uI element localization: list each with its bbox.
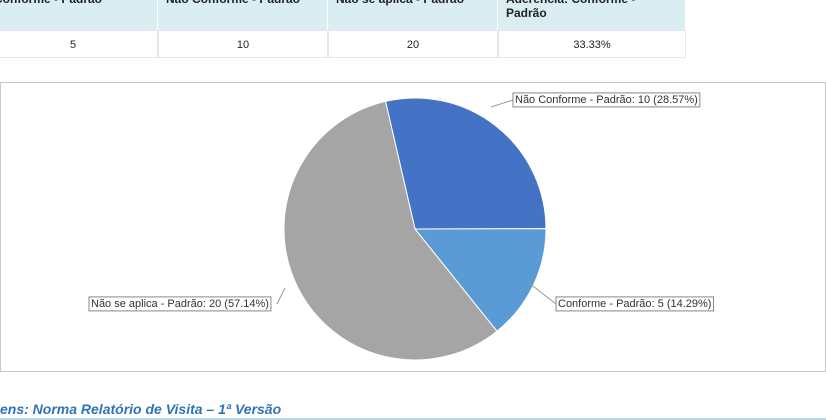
table-cell: 33.33%: [498, 30, 686, 58]
header-cell: Não se aplica - Padrão: [328, 0, 498, 30]
pie-chart: Não Conforme - Padrão: 10 (28.57%) Confor…: [88, 92, 714, 361]
label-box: [512, 92, 701, 108]
slice-label: Conforme - Padrão: 5 (14.29%): [558, 298, 711, 310]
slice-label: Não Conforme - Padrão: 10 (28.57%): [515, 94, 698, 106]
pie-slice: [413, 228, 547, 332]
table-cell: 5: [0, 30, 158, 58]
header-cell: Aderência: Conforme - Padrão: [498, 0, 686, 30]
table-cell: 20: [328, 30, 498, 58]
pie-slice: [283, 100, 498, 361]
chart-panel: Não Conforme - Padrão: 10 (28.57%) Confor…: [0, 82, 826, 372]
table-cell: 10: [158, 30, 328, 58]
label-box: [88, 296, 272, 312]
section-title: ens: Norma Relatório de Visita – 1ª Vers…: [0, 401, 282, 417]
divider: [0, 418, 826, 420]
label-box: [555, 296, 714, 312]
leader-line: [490, 99, 514, 108]
pie-slice: [384, 97, 547, 230]
header-cell: Não Conforme - Padrão: [158, 0, 328, 30]
header-cell: Conforme - Padrão: [0, 0, 158, 30]
slice-label: Não se aplica - Padrão: 20 (57.14%): [91, 298, 269, 310]
leader-line: [276, 287, 286, 305]
leader-line: [528, 282, 557, 305]
